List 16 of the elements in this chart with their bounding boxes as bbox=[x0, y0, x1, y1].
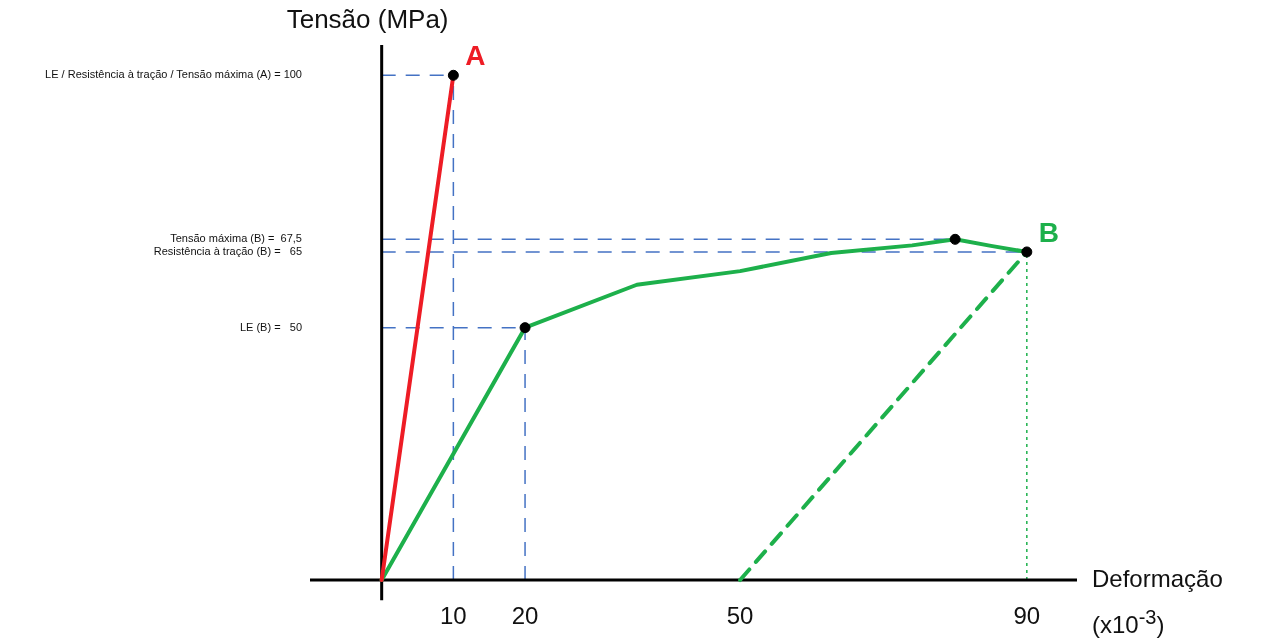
series-label: B bbox=[1038, 216, 1060, 248]
x-tick-label: 20 bbox=[511, 602, 539, 630]
x-tick-label: 10 bbox=[440, 602, 467, 630]
series-label: A bbox=[465, 40, 486, 71]
point bbox=[519, 322, 531, 334]
x-tick-label: 90 bbox=[1013, 602, 1041, 630]
y-tick-label: Tensão máxima (B) = 67,5 bbox=[170, 232, 302, 245]
x-axis-title: Deformação (x10$^{-3}$) bbox=[1092, 564, 1223, 639]
point bbox=[949, 233, 961, 245]
y-axis-title: Tensão (MPa) bbox=[286, 4, 449, 35]
y-tick-label: LE / Resistência à tração / Tensão máxima (A) = 100 bbox=[45, 68, 302, 81]
y-tick-label: Resistência à tração (B) = 65 bbox=[153, 244, 302, 257]
x-tick-label: 50 bbox=[726, 602, 754, 630]
point bbox=[1021, 246, 1033, 258]
point bbox=[447, 69, 459, 81]
y-tick-label: LE (B) = 50 bbox=[239, 320, 302, 333]
